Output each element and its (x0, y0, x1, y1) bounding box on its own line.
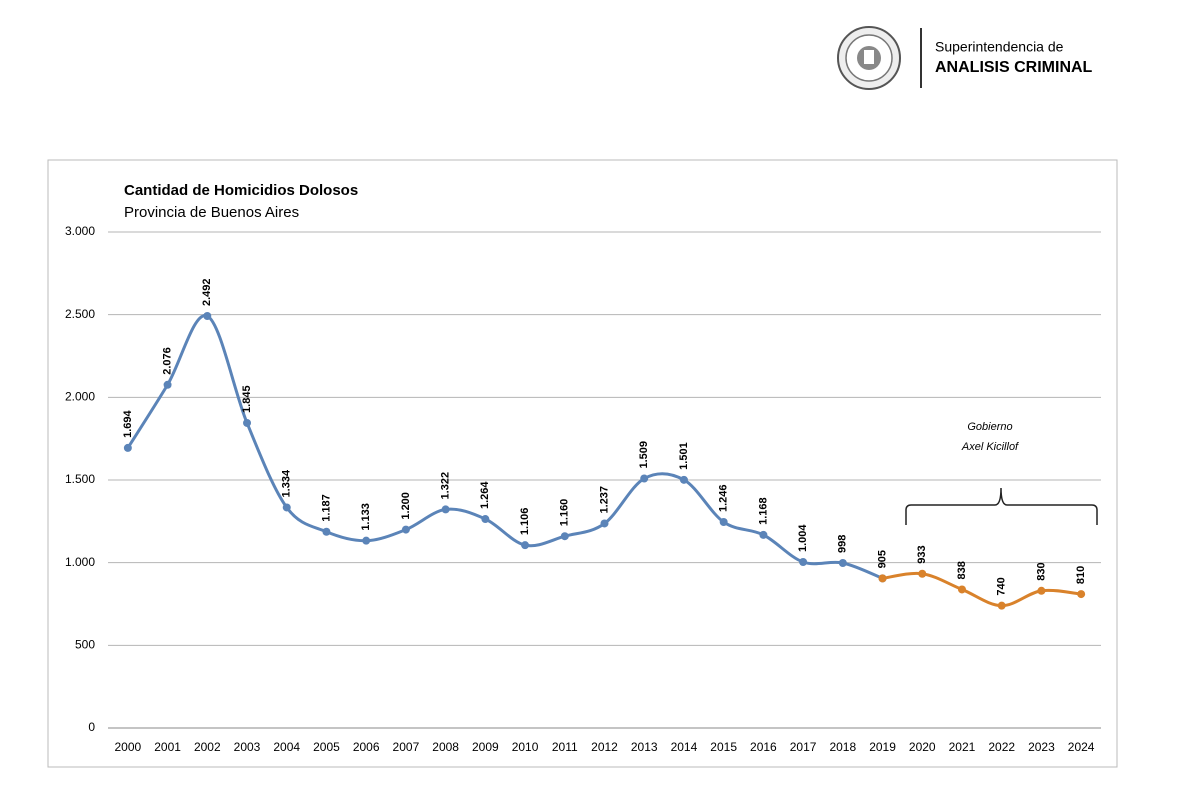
x-tick-label: 2023 (1028, 740, 1055, 754)
series-line (882, 571, 1082, 608)
x-tick-label: 2020 (909, 740, 936, 754)
x-tick-label: 2022 (988, 740, 1015, 754)
data-label: 1.322 (440, 472, 452, 500)
x-tick-label: 2016 (750, 740, 777, 754)
data-point (997, 601, 1006, 610)
data-label: 1.334 (281, 469, 293, 497)
data-label: 2.492 (201, 278, 213, 306)
data-label: 1.160 (559, 499, 571, 527)
data-point (799, 558, 808, 567)
data-point (163, 380, 172, 389)
data-point (203, 311, 212, 320)
data-label: 905 (876, 550, 888, 568)
brace (905, 487, 1098, 525)
data-point (679, 475, 688, 484)
x-tick-label: 2009 (472, 740, 499, 754)
data-point (401, 525, 410, 534)
y-tick-label: 500 (75, 638, 95, 652)
org-line2: ANALISIS CRIMINAL (935, 59, 1093, 76)
y-tick-label: 3.000 (65, 224, 95, 238)
data-label: 998 (837, 535, 849, 553)
data-point (123, 443, 132, 452)
x-tick-label: 2000 (115, 740, 142, 754)
data-label: 1.106 (519, 508, 531, 536)
data-label: 1.237 (598, 486, 610, 514)
x-tick-label: 2018 (829, 740, 856, 754)
y-tick-label: 1.500 (65, 472, 95, 486)
x-tick-label: 2004 (273, 740, 300, 754)
data-point (1037, 586, 1046, 595)
x-tick-label: 2002 (194, 740, 221, 754)
chart-frame (47, 159, 1118, 768)
data-label: 1.509 (638, 441, 650, 469)
data-label: 1.246 (718, 484, 730, 512)
x-tick-label: 2014 (671, 740, 698, 754)
data-label: 1.168 (757, 497, 769, 525)
x-tick-label: 2010 (512, 740, 539, 754)
x-tick-label: 2001 (154, 740, 181, 754)
y-tick-label: 0 (88, 720, 95, 734)
data-label: 1.133 (360, 503, 372, 531)
data-point (441, 505, 450, 514)
series-line (126, 314, 884, 580)
data-point (560, 532, 569, 541)
x-tick-label: 2011 (552, 740, 578, 754)
x-tick-label: 2019 (869, 740, 896, 754)
data-label: 838 (956, 561, 968, 579)
data-point (719, 517, 728, 526)
chart-subtitle: Provincia de Buenos Aires (124, 204, 299, 221)
x-tick-label: 2005 (313, 740, 340, 754)
data-label: 2.076 (161, 347, 173, 375)
x-tick-label: 2012 (591, 740, 618, 754)
x-tick-label: 2024 (1068, 740, 1095, 754)
data-point (1077, 590, 1086, 599)
data-point (322, 527, 331, 536)
chart-title: Cantidad de Homicidios Dolosos (124, 182, 358, 199)
data-point (481, 515, 490, 524)
logo (837, 26, 901, 90)
data-label: 830 (1035, 562, 1047, 580)
x-tick-label: 2003 (234, 740, 261, 754)
x-tick-label: 2013 (631, 740, 658, 754)
data-point (521, 541, 530, 550)
x-tick-label: 2021 (949, 740, 976, 754)
data-label: 1.200 (400, 492, 412, 520)
y-tick-label: 1.000 (65, 555, 95, 569)
y-tick-label: 2.000 (65, 390, 95, 404)
data-label: 1.501 (678, 442, 690, 470)
x-tick-label: 2008 (432, 740, 459, 754)
data-point (957, 585, 966, 594)
data-point (918, 569, 927, 578)
data-label: 1.694 (122, 410, 134, 438)
x-tick-label: 2015 (710, 740, 737, 754)
x-tick-label: 2006 (353, 740, 380, 754)
data-point (838, 558, 847, 567)
data-point (640, 474, 649, 483)
data-label: 1.187 (320, 494, 332, 522)
data-point (600, 519, 609, 528)
data-point (282, 503, 291, 512)
data-point (759, 530, 768, 539)
annotation: Gobierno (967, 421, 1012, 433)
data-point (243, 418, 252, 427)
data-label: 933 (916, 545, 928, 563)
data-label: 810 (1075, 566, 1087, 584)
org-line1: Superintendencia de (935, 39, 1064, 55)
annotation: Axel Kicillof (961, 441, 1019, 453)
data-point (878, 574, 887, 583)
x-tick-label: 2007 (393, 740, 420, 754)
data-label: 740 (996, 577, 1008, 595)
y-tick-label: 2.500 (65, 307, 95, 321)
data-point (362, 536, 371, 545)
data-label: 1.004 (797, 524, 809, 552)
data-label: 1.845 (241, 385, 253, 413)
x-tick-label: 2017 (790, 740, 817, 754)
data-label: 1.264 (479, 481, 491, 509)
